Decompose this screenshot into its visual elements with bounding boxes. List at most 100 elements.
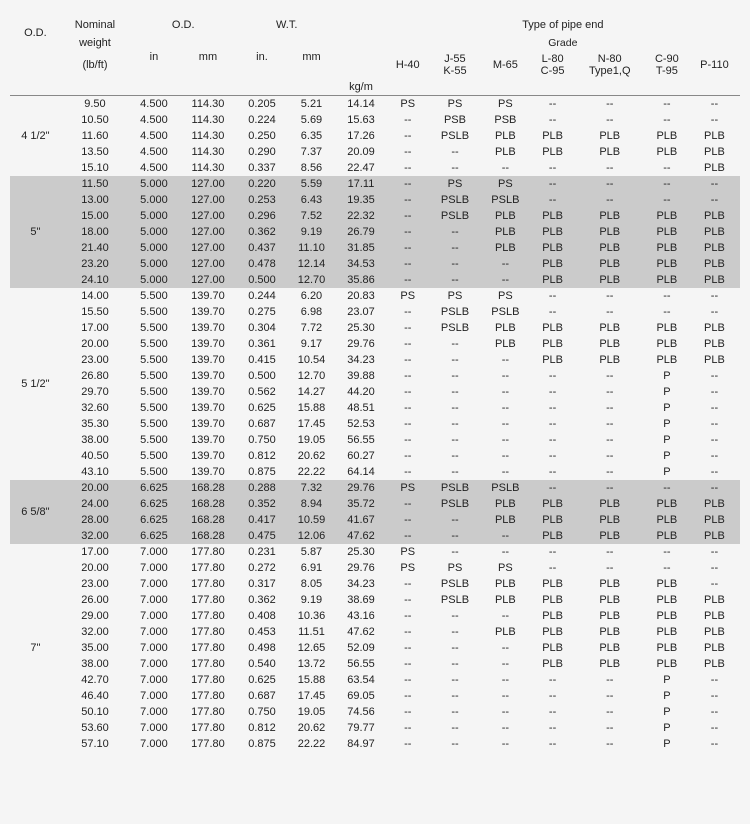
- cell-mm: 177.80: [179, 608, 238, 624]
- cell-l80: --: [531, 448, 575, 464]
- table-header: O.D. Nominal O.D. W.T. Type of pipe end …: [10, 15, 740, 96]
- col-mm: mm: [179, 35, 238, 79]
- cell-m65: --: [480, 704, 530, 720]
- cell-n80: PLB: [575, 576, 645, 592]
- cell-l80: PLB: [531, 128, 575, 144]
- cell-win: 0.224: [237, 112, 287, 128]
- cell-wmm: 5.21: [287, 96, 337, 112]
- cell-in: 7.000: [129, 624, 179, 640]
- cell-l80: --: [531, 288, 575, 304]
- cell-m65: --: [480, 384, 530, 400]
- cell-c90: PLB: [645, 624, 689, 640]
- table-row: 35.305.500139.700.68717.4552.53---------…: [10, 416, 740, 432]
- cell-c90: PLB: [645, 496, 689, 512]
- cell-mm: 139.70: [179, 288, 238, 304]
- cell-c90: --: [645, 304, 689, 320]
- cell-n80: PLB: [575, 256, 645, 272]
- cell-n80: --: [575, 448, 645, 464]
- cell-mm: 139.70: [179, 304, 238, 320]
- cell-mm: 139.70: [179, 336, 238, 352]
- cell-nw: 17.00: [61, 544, 129, 560]
- cell-p110: PLB: [689, 352, 740, 368]
- cell-nw: 35.30: [61, 416, 129, 432]
- table-row: 5 1/2"14.005.500139.700.2446.2020.83PSPS…: [10, 288, 740, 304]
- cell-n80: --: [575, 400, 645, 416]
- cell-mm: 139.70: [179, 400, 238, 416]
- cell-c90: P: [645, 720, 689, 736]
- cell-nw: 15.10: [61, 160, 129, 176]
- cell-kgm: 20.83: [336, 288, 386, 304]
- cell-c90: PLB: [645, 336, 689, 352]
- cell-h40: --: [386, 384, 430, 400]
- cell-nw: 13.00: [61, 192, 129, 208]
- table-row: 15.505.500139.700.2756.9823.07--PSLBPSLB…: [10, 304, 740, 320]
- cell-l80: --: [531, 736, 575, 752]
- cell-nw: 13.50: [61, 144, 129, 160]
- table-row: 38.005.500139.700.75019.0556.55---------…: [10, 432, 740, 448]
- cell-mm: 177.80: [179, 576, 238, 592]
- cell-l80: PLB: [531, 576, 575, 592]
- cell-h40: --: [386, 272, 430, 288]
- cell-c90: P: [645, 384, 689, 400]
- cell-wmm: 20.62: [287, 448, 337, 464]
- cell-l80: --: [531, 672, 575, 688]
- cell-mm: 139.70: [179, 352, 238, 368]
- cell-kgm: 17.26: [336, 128, 386, 144]
- cell-win: 0.352: [237, 496, 287, 512]
- table-row: 7"17.007.000177.800.2315.8725.30PS------…: [10, 544, 740, 560]
- cell-c90: PLB: [645, 592, 689, 608]
- cell-wmm: 5.59: [287, 176, 337, 192]
- cell-j55: --: [430, 416, 480, 432]
- cell-p110: PLB: [689, 144, 740, 160]
- col-mm2: mm: [287, 35, 337, 79]
- cell-wmm: 8.05: [287, 576, 337, 592]
- cell-nw: 29.00: [61, 608, 129, 624]
- cell-h40: --: [386, 736, 430, 752]
- cell-mm: 114.30: [179, 160, 238, 176]
- cell-m65: PS: [480, 96, 530, 112]
- cell-j55: --: [430, 352, 480, 368]
- cell-h40: --: [386, 672, 430, 688]
- cell-nw: 53.60: [61, 720, 129, 736]
- cell-nw: 24.10: [61, 272, 129, 288]
- cell-wmm: 6.35: [287, 128, 337, 144]
- cell-h40: --: [386, 176, 430, 192]
- cell-j55: PS: [430, 288, 480, 304]
- cell-p110: PLB: [689, 608, 740, 624]
- cell-h40: --: [386, 128, 430, 144]
- cell-l80: PLB: [531, 320, 575, 336]
- cell-h40: --: [386, 304, 430, 320]
- cell-kgm: 43.16: [336, 608, 386, 624]
- cell-h40: PS: [386, 560, 430, 576]
- cell-p110: --: [689, 432, 740, 448]
- table-row: 20.005.500139.700.3619.1729.76----PLBPLB…: [10, 336, 740, 352]
- table-row: 38.007.000177.800.54013.7256.55------PLB…: [10, 656, 740, 672]
- cell-n80: PLB: [575, 272, 645, 288]
- cell-wmm: 22.22: [287, 736, 337, 752]
- cell-kgm: 39.88: [336, 368, 386, 384]
- cell-kgm: 34.53: [336, 256, 386, 272]
- cell-m65: PLB: [480, 496, 530, 512]
- cell-m65: PLB: [480, 128, 530, 144]
- cell-n80: --: [575, 304, 645, 320]
- cell-n80: PLB: [575, 528, 645, 544]
- cell-in: 5.500: [129, 288, 179, 304]
- cell-l80: --: [531, 416, 575, 432]
- cell-kgm: 52.09: [336, 640, 386, 656]
- cell-in: 4.500: [129, 160, 179, 176]
- cell-kgm: 14.14: [336, 96, 386, 112]
- cell-win: 0.875: [237, 736, 287, 752]
- cell-p110: --: [689, 576, 740, 592]
- cell-kgm: 48.51: [336, 400, 386, 416]
- cell-win: 0.540: [237, 656, 287, 672]
- cell-nw: 26.00: [61, 592, 129, 608]
- cell-m65: --: [480, 448, 530, 464]
- cell-p110: --: [689, 176, 740, 192]
- cell-l80: --: [531, 704, 575, 720]
- cell-j55: PSLB: [430, 192, 480, 208]
- cell-in: 5.500: [129, 416, 179, 432]
- table-row: 32.605.500139.700.62515.8848.51---------…: [10, 400, 740, 416]
- cell-h40: --: [386, 496, 430, 512]
- cell-nw: 57.10: [61, 736, 129, 752]
- cell-h40: --: [386, 144, 430, 160]
